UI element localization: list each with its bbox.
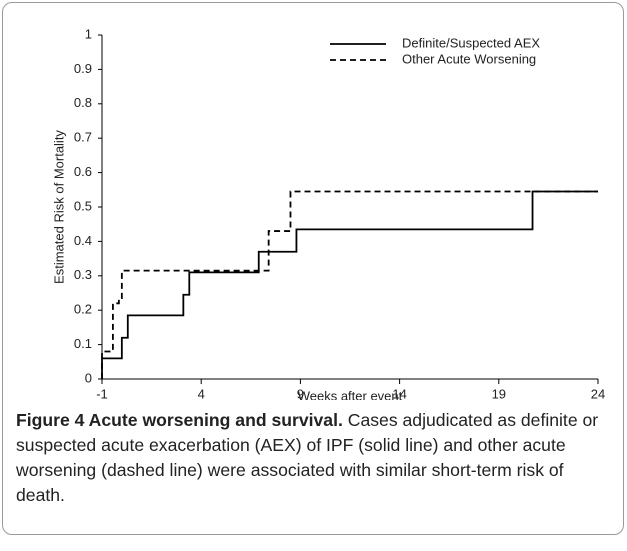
y-tick-label: 0.4	[74, 233, 92, 248]
y-tick-label: 0.5	[74, 198, 92, 213]
series-line	[101, 190, 598, 379]
y-tick-label: 0.8	[74, 95, 92, 110]
x-tick-label: 14	[392, 386, 406, 400]
y-tick-label: 0.3	[74, 267, 92, 282]
caption-text: Cases adjudicated as definite or suspect…	[16, 410, 599, 505]
legend-label: Other Acute Worsening	[402, 51, 536, 66]
y-tick-label: 0.9	[74, 61, 92, 76]
x-tick-label: 24	[591, 386, 605, 400]
x-axis-label: Weeks after event	[298, 388, 403, 400]
y-tick-label: 0.7	[74, 130, 92, 145]
legend-label: Definite/Suspected AEX	[402, 35, 540, 50]
x-tick-label: 19	[492, 386, 506, 400]
x-tick-label: 9	[297, 386, 304, 400]
caption-label: Figure 4 Acute worsening and survival.	[16, 410, 343, 430]
x-tick-label: -1	[96, 386, 108, 400]
y-tick-label: 0.2	[74, 302, 92, 317]
caption: Figure 4 Acute worsening and survival. C…	[16, 408, 616, 508]
y-tick-label: 1	[85, 26, 92, 41]
y-axis-label: Estimated Risk of Mortality	[51, 130, 66, 284]
chart: Estimated Risk of Mortality Weeks after …	[51, 26, 605, 400]
y-tick-label: 0.1	[74, 336, 92, 351]
y-tick-label: 0	[85, 370, 92, 385]
figure-frame	[2, 2, 624, 535]
series-line	[101, 190, 598, 379]
y-tick-label: 0.6	[74, 164, 92, 179]
x-tick-label: 4	[198, 386, 205, 400]
